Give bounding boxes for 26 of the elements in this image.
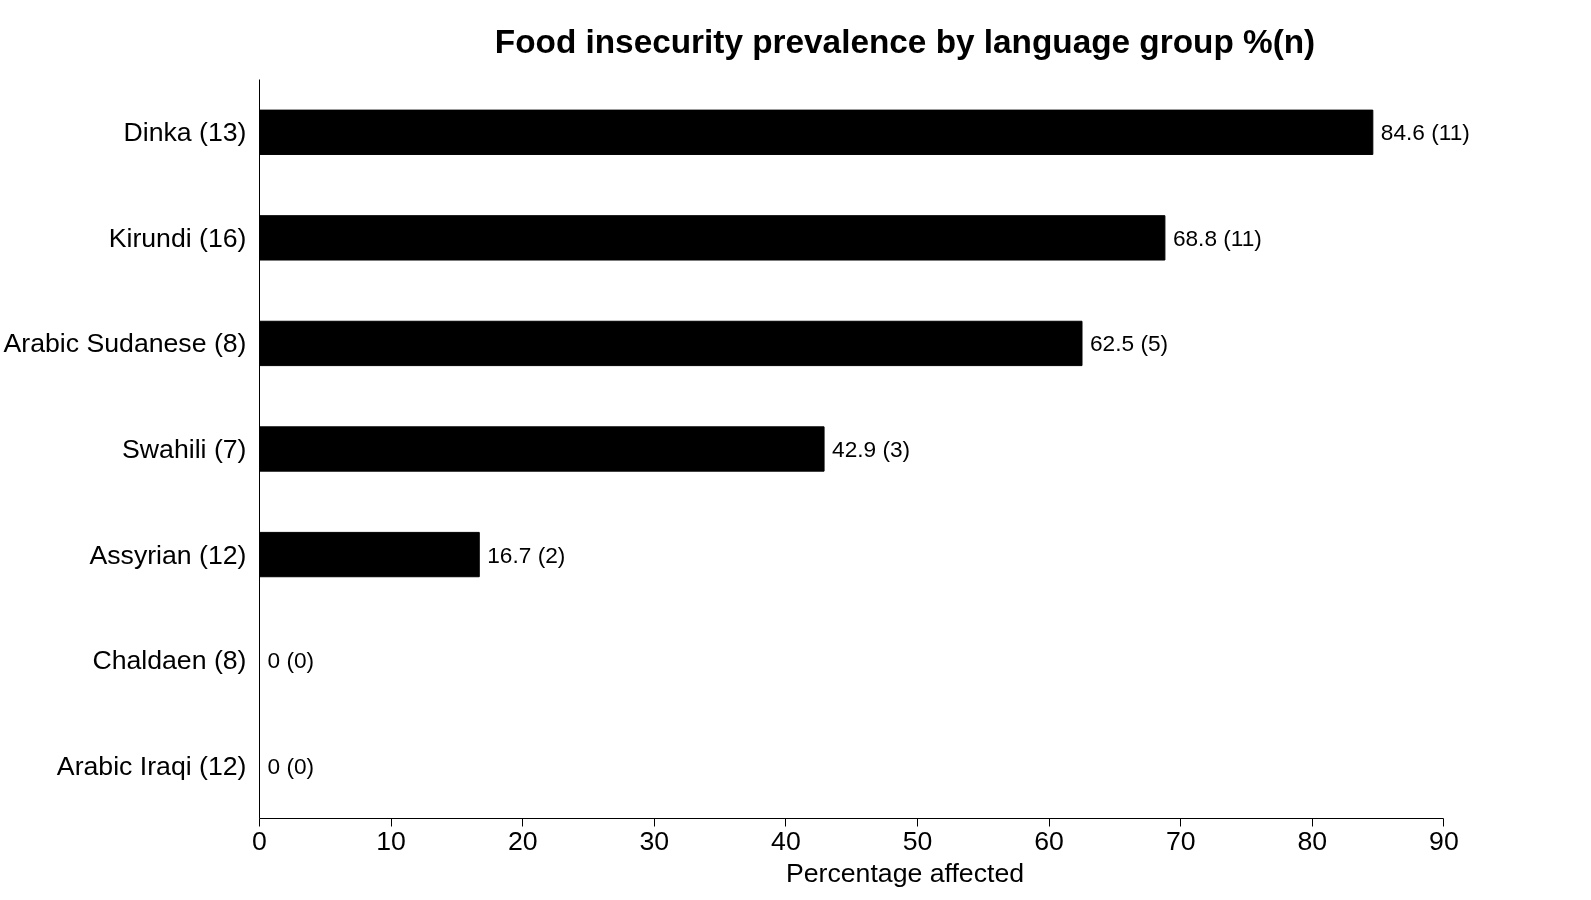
y-tick-label: Swahili (7) (122, 434, 247, 464)
data-label: 62.5 (5) (1090, 330, 1169, 357)
data-label: 84.6 (11) (1380, 119, 1470, 146)
y-tick-label: Dinka (13) (123, 117, 247, 148)
y-tick-label: Chaldaen (8) (92, 645, 247, 676)
x-tick-label: 10 (376, 825, 406, 856)
x-tick-label: 30 (639, 825, 670, 856)
data-label: 42.9 (3) (832, 436, 911, 462)
x-tick-label: 90 (1429, 825, 1459, 856)
y-tick-label: Kirundi (16) (108, 222, 247, 253)
x-tick-label: 70 (1165, 825, 1196, 856)
x-tick-label: 20 (507, 825, 538, 856)
chart-title: Food insecurity prevalence by language group %(n) (494, 22, 1316, 60)
x-tick-label: 0 (252, 825, 267, 856)
data-label: 68.8 (11) (1172, 224, 1262, 251)
x-tick-label: 60 (1034, 825, 1064, 856)
y-tick-label: Assyrian (12) (89, 539, 247, 570)
x-axis-title: Percentage affected (785, 857, 1025, 888)
x-tick-label: 40 (771, 825, 801, 856)
data-label: 0 (0) (267, 752, 315, 779)
data-label: 16.7 (2) (487, 541, 566, 568)
x-tick-label: 80 (1297, 825, 1328, 856)
data-label: 0 (0) (267, 647, 315, 674)
y-tick-label: Arabic Iraqi (12) (56, 750, 247, 781)
x-tick-label: 50 (902, 825, 933, 856)
y-tick-label: Arabic Sudanese (8) (3, 328, 247, 359)
